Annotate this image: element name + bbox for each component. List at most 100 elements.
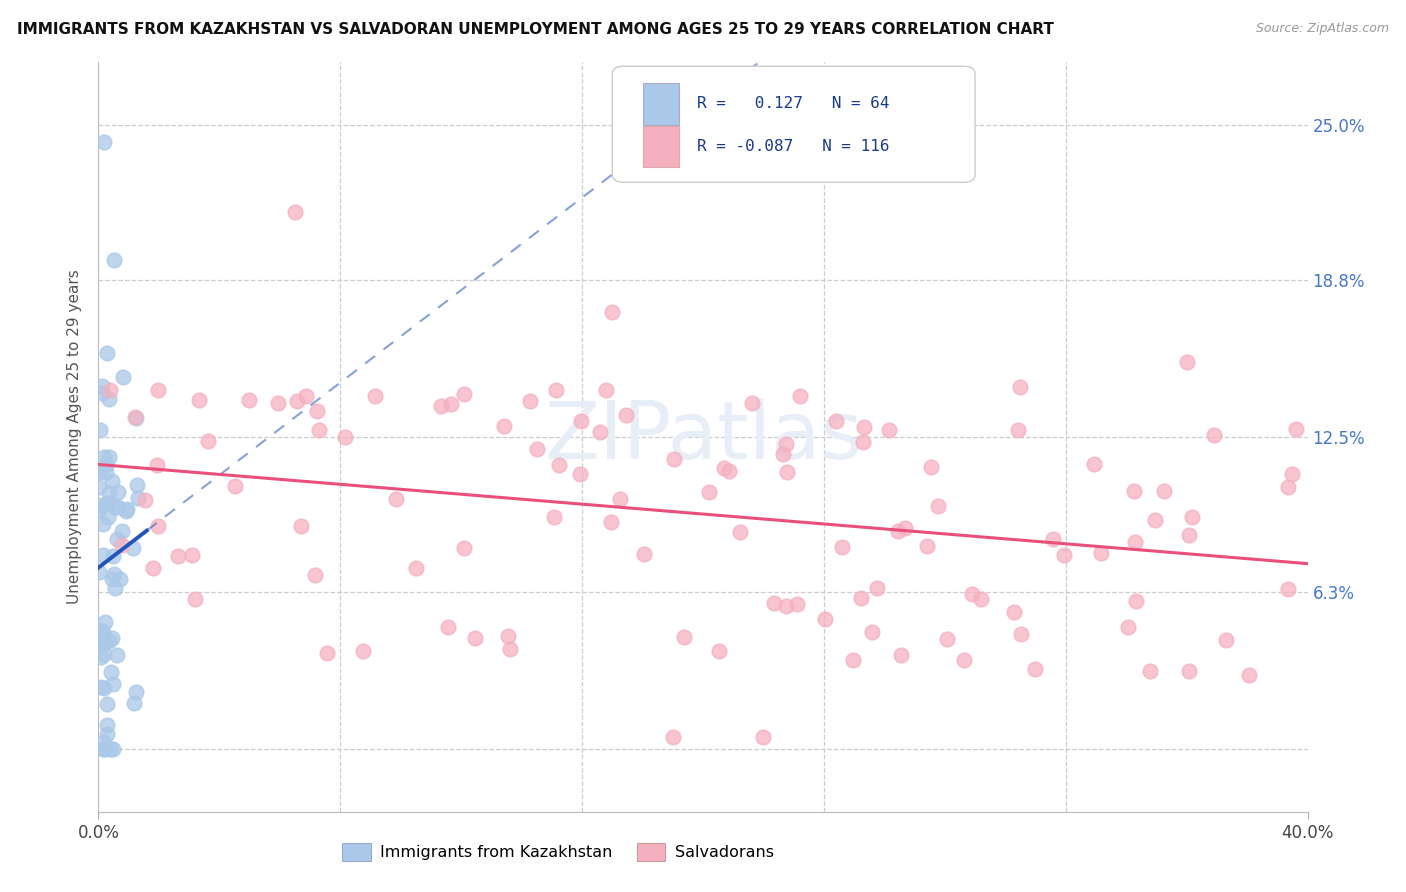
Point: [96, 718, 118, 732]
Text: R = -0.087   N = 116: R = -0.087 N = 116: [697, 139, 890, 153]
Point: [93, 742, 115, 756]
Point: [93, 450, 115, 464]
Point: [437, 620, 460, 634]
Text: R =   0.127   N = 64: R = 0.127 N = 64: [697, 96, 890, 112]
Point: [814, 612, 837, 626]
Point: [89, 479, 111, 493]
Point: [91, 742, 114, 756]
Point: [1007, 423, 1029, 437]
Point: [127, 478, 149, 492]
Point: [600, 515, 623, 529]
Point: [609, 491, 631, 506]
Point: [831, 540, 853, 554]
Point: [927, 499, 949, 513]
Point: [96, 496, 118, 510]
Point: [877, 423, 900, 437]
FancyBboxPatch shape: [613, 66, 976, 182]
Point: [295, 389, 318, 403]
Point: [115, 503, 138, 517]
Point: [775, 599, 797, 614]
Point: [1116, 619, 1139, 633]
Point: [98, 392, 121, 407]
Point: [96, 727, 118, 741]
Point: [91, 549, 114, 563]
Point: [707, 644, 730, 658]
Point: [1083, 457, 1105, 471]
Point: [266, 395, 288, 409]
Point: [146, 458, 169, 472]
Bar: [643, 126, 679, 168]
Point: [741, 396, 763, 410]
Point: [284, 205, 307, 219]
Point: [894, 520, 917, 534]
Point: [1139, 664, 1161, 678]
Point: [763, 596, 786, 610]
Point: [101, 572, 124, 586]
Point: [1277, 480, 1299, 494]
Point: [664, 452, 686, 467]
Point: [96, 346, 118, 360]
Point: [920, 459, 942, 474]
Y-axis label: Unemployment Among Ages 25 to 29 years: Unemployment Among Ages 25 to 29 years: [67, 269, 83, 605]
Point: [197, 434, 219, 449]
Point: [1181, 510, 1204, 524]
Point: [588, 425, 610, 440]
Point: [1153, 483, 1175, 498]
Point: [544, 383, 567, 397]
Point: [103, 252, 125, 267]
Point: [290, 519, 312, 533]
Point: [1215, 632, 1237, 647]
Point: [238, 392, 260, 407]
Point: [1002, 605, 1025, 619]
Point: [308, 423, 330, 437]
Point: [124, 411, 146, 425]
Point: [1024, 662, 1046, 676]
Point: [385, 492, 408, 507]
Point: [1239, 667, 1261, 681]
Point: [305, 404, 328, 418]
Point: [97, 486, 120, 500]
Point: [93, 636, 115, 650]
Point: [89, 623, 111, 637]
Point: [285, 394, 308, 409]
Point: [498, 641, 520, 656]
Point: [89, 503, 111, 517]
Point: [970, 592, 993, 607]
Point: [101, 549, 124, 563]
Point: [90, 498, 112, 512]
Point: [94, 458, 117, 472]
Point: [98, 742, 121, 756]
Point: [1010, 380, 1032, 394]
Point: [127, 491, 149, 505]
Point: [103, 566, 125, 581]
Point: [142, 561, 165, 575]
Point: [842, 653, 865, 667]
Point: [1123, 535, 1146, 549]
Point: [111, 524, 134, 538]
Point: [101, 677, 124, 691]
Point: [595, 383, 617, 397]
Point: [1042, 532, 1064, 546]
Point: [1144, 513, 1167, 527]
Point: [672, 630, 695, 644]
Point: [439, 397, 461, 411]
Point: [166, 549, 188, 564]
Text: Source: ZipAtlas.com: Source: ZipAtlas.com: [1256, 22, 1389, 36]
Point: [125, 685, 148, 699]
Point: [184, 592, 207, 607]
Point: [1175, 355, 1198, 369]
Point: [887, 524, 910, 539]
Point: [866, 582, 889, 596]
Point: [101, 474, 124, 488]
Point: [526, 442, 548, 457]
Point: [697, 484, 720, 499]
Point: [775, 436, 797, 450]
Point: [90, 637, 112, 651]
Point: [97, 510, 120, 524]
Point: [111, 370, 134, 384]
Point: [786, 597, 808, 611]
Point: [105, 532, 128, 546]
Point: [824, 414, 846, 428]
Point: [569, 467, 592, 482]
Point: [101, 742, 124, 756]
